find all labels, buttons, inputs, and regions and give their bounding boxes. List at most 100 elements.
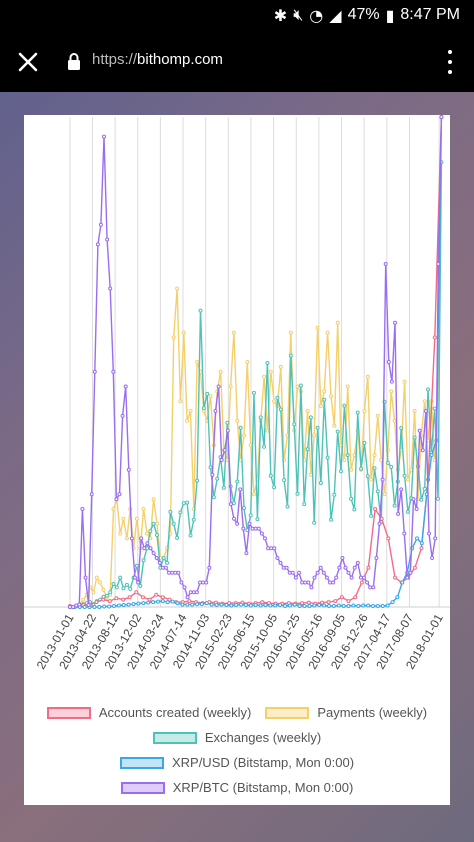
data-point-exchanges (419, 497, 424, 502)
data-point-xrpusd (229, 603, 234, 608)
data-point-accounts (359, 580, 364, 585)
data-point-payments (412, 409, 417, 413)
data-point-xrpbtc (362, 575, 366, 580)
data-point-xrpusd (307, 604, 312, 608)
data-point-payments (352, 453, 357, 458)
data-point-payments (375, 413, 380, 418)
data-point-xrpbtc (371, 585, 376, 590)
legend-item-xrpbtc[interactable]: XRP/BTC (Bitstamp, Mon 0:00) (120, 780, 353, 795)
data-point-xrpbtc (225, 428, 230, 433)
signal-icon: ◢ (329, 5, 342, 25)
data-point-xrpusd (112, 604, 116, 608)
data-point-xrpusd (160, 599, 165, 604)
data-point-xrpusd (126, 602, 131, 607)
data-point-payments (218, 369, 223, 374)
data-point-xrpbtc (167, 570, 171, 575)
data-point-xrpbtc (343, 565, 348, 570)
data-point-xrpusd (170, 599, 175, 604)
data-point-xrpbtc (151, 551, 156, 556)
legend-item-xrpusd[interactable]: XRP/USD (Bitstamp, Mon 0:00) (119, 755, 354, 770)
legend-swatch-xrpbtc (120, 781, 165, 794)
legend-swatch-payments (265, 706, 310, 719)
data-point-xrpbtc (284, 565, 289, 570)
data-point-xrpbtc (303, 580, 308, 585)
data-point-accounts (432, 335, 437, 340)
data-point-payments (325, 330, 330, 335)
data-point-xrpbtc (77, 602, 82, 607)
data-point-xrpbtc (355, 560, 360, 565)
legend-item-exchanges[interactable]: Exchanges (weekly) (152, 730, 322, 745)
data-point-xrpusd (165, 600, 170, 605)
data-point-exchanges (104, 593, 109, 598)
legend-item-payments[interactable]: Payments (weekly) (265, 705, 427, 720)
data-point-xrpusd (278, 603, 283, 607)
data-point-accounts (121, 597, 126, 602)
close-tab-button[interactable] (14, 48, 42, 76)
data-point-exchanges (175, 535, 180, 540)
data-point-exchanges (349, 496, 354, 501)
data-point-accounts (260, 600, 265, 605)
data-point-exchanges (205, 391, 210, 396)
legend-label-exchanges: Exchanges (weekly) (204, 730, 322, 745)
data-point-xrpusd (415, 536, 419, 541)
data-point-exchanges (312, 520, 317, 525)
data-point-accounts (154, 592, 159, 597)
data-point-xrpbtc (139, 536, 144, 541)
data-point-exchanges (362, 440, 367, 445)
data-point-accounts (101, 597, 106, 602)
data-point-xrpbtc (386, 360, 391, 364)
data-point-exchanges (288, 353, 293, 358)
data-point-xrpbtc (278, 560, 283, 565)
data-point-xrpusd (336, 603, 341, 608)
data-point-exchanges (332, 492, 337, 497)
legend-swatch-xrpusd (119, 756, 164, 769)
data-point-xrpbtc (293, 575, 298, 580)
legend-item-accounts[interactable]: Accounts created (weekly) (46, 705, 251, 720)
data-point-payments (175, 286, 180, 291)
data-point-payments (231, 330, 236, 335)
data-point-xrpbtc (439, 115, 444, 119)
data-point-xrpbtc (102, 134, 106, 139)
data-point-xrpusd (234, 603, 239, 607)
data-point-xrpbtc (235, 521, 240, 526)
data-point-xrpbtc (352, 565, 357, 570)
data-point-exchanges (215, 476, 220, 481)
data-point-exchanges (385, 460, 390, 465)
data-point-payments (335, 320, 340, 325)
data-point-exchanges (138, 583, 143, 588)
data-point-payments (262, 374, 267, 379)
data-point-accounts (320, 600, 324, 605)
data-point-exchanges (134, 563, 139, 568)
legend-row-2: Exchanges (weekly) (24, 730, 450, 745)
data-point-xrpbtc (105, 237, 110, 242)
legend-swatch-accounts (46, 706, 91, 719)
data-point-payments (305, 409, 310, 413)
data-point-exchanges (426, 387, 430, 392)
data-point-xrpbtc (368, 585, 373, 590)
data-point-exchanges (329, 517, 333, 522)
data-point-accounts (326, 600, 331, 605)
data-point-exchanges (282, 478, 287, 483)
data-point-xrpbtc (232, 516, 236, 521)
data-point-xrpusd (429, 453, 434, 458)
data-point-exchanges (151, 521, 156, 526)
url-field[interactable]: https://bithomp.com (92, 51, 223, 68)
data-point-xrpbtc (207, 565, 212, 570)
data-point-xrpbtc (157, 560, 162, 565)
menu-dot-icon (448, 50, 452, 54)
data-point-xrpbtc (377, 521, 382, 526)
data-point-exchanges (399, 426, 404, 431)
data-point-xrpbtc (80, 507, 85, 511)
data-point-xrpbtc (170, 570, 175, 575)
data-point-payments (91, 590, 96, 595)
data-point-xrpusd (395, 595, 400, 600)
data-point-xrpbtc (396, 511, 401, 516)
overflow-menu-button[interactable] (440, 50, 460, 74)
data-point-xrpusd (146, 600, 151, 605)
close-icon (18, 52, 38, 72)
data-point-xrpbtc (117, 492, 122, 497)
data-point-exchanges (221, 485, 226, 490)
data-point-accounts (386, 536, 391, 541)
data-point-xrpbtc (173, 570, 178, 575)
data-point-payments (94, 575, 99, 580)
